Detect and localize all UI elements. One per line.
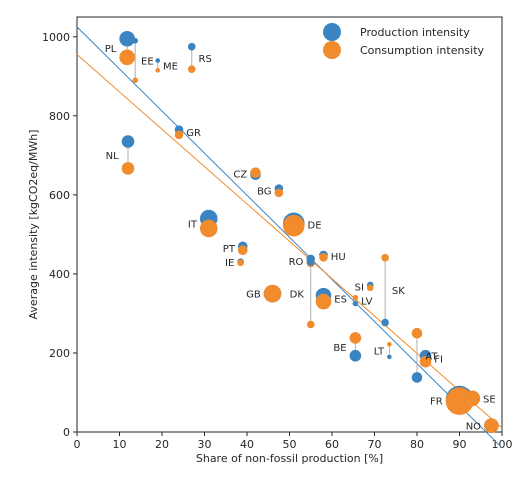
point-consumption-se: [464, 390, 481, 407]
point-consumption-ie: [237, 259, 244, 267]
point-production-sk: [381, 318, 389, 327]
country-label-de: DE: [308, 221, 322, 232]
y-tick-label: 600: [49, 189, 70, 202]
country-label-fr: FR: [430, 396, 443, 407]
x-tick-label: 30: [198, 438, 212, 451]
country-label-ie: IE: [225, 258, 234, 269]
x-tick-label: 60: [325, 438, 339, 451]
country-label-fi: FI: [434, 355, 443, 366]
x-tick-label: 20: [155, 438, 169, 451]
country-label-pl: PL: [105, 44, 117, 55]
point-consumption-no: [484, 418, 499, 433]
country-label-se: SE: [483, 394, 496, 405]
point-consumption-rs: [187, 65, 196, 73]
point-consumption-it: [199, 219, 218, 238]
country-label-pt: PT: [223, 244, 236, 255]
point-consumption-me: [155, 68, 161, 73]
legend-marker-production: [323, 23, 341, 41]
country-label-nl: NL: [106, 151, 119, 162]
point-consumption-es: [315, 293, 332, 310]
y-tick-label: 400: [49, 268, 70, 281]
point-consumption-sk: [381, 253, 389, 262]
country-label-lt: LT: [374, 347, 385, 358]
connector-lines: [126, 38, 460, 402]
country-label-hu: HU: [331, 252, 346, 263]
point-consumption-lt: [387, 341, 392, 347]
country-label-no: NO: [466, 422, 481, 433]
point-production-lv: [352, 300, 359, 307]
country-label-ee: EE: [141, 56, 154, 67]
point-production-me: [155, 58, 161, 63]
point-production-rs: [187, 42, 196, 51]
point-consumption-gb: [263, 284, 282, 303]
point-production-at: [411, 372, 423, 383]
country-label-es: ES: [334, 295, 347, 306]
point-production-lt: [387, 354, 392, 360]
point-consumption-pt: [237, 245, 248, 255]
point-production-be: [349, 349, 362, 362]
country-label-me: ME: [163, 61, 178, 72]
point-production-dk: [306, 258, 315, 266]
country-label-rs: RS: [199, 54, 212, 65]
point-consumption-de: [282, 214, 305, 237]
point-consumption-be: [349, 332, 362, 344]
x-tick-label: 70: [368, 438, 382, 451]
x-tick-label: 50: [283, 438, 297, 451]
country-label-sk: SK: [392, 286, 405, 297]
x-tick-label: 80: [410, 438, 424, 451]
x-axis-ticks: 0 10 20 30 40 50 60 70 80 90 100: [74, 432, 513, 451]
y-tick-label: 0: [63, 426, 70, 439]
x-tick-label: 0: [74, 438, 81, 451]
trendline-production: [76, 26, 503, 449]
country-label-bg: BG: [257, 187, 271, 198]
y-axis-label: Average intensity [kgCO2eq/MWh]: [27, 130, 40, 320]
point-consumption-nl: [121, 162, 135, 175]
point-consumption-si: [366, 284, 374, 292]
country-label-at: AT: [425, 351, 438, 362]
trendline-consumption: [76, 54, 503, 429]
x-tick-label: 90: [453, 438, 467, 451]
y-tick-label: 200: [49, 347, 70, 360]
x-tick-label: 10: [113, 438, 127, 451]
trendlines: [76, 26, 503, 449]
country-label-ro: RO: [289, 257, 304, 268]
point-consumption-hu: [319, 253, 328, 262]
country-labels: PL EE ME RS NL GR CZ BG IT DE PT IE HU RO GB ES DK SK SI LV…: [105, 44, 496, 433]
point-consumption-bg: [274, 188, 284, 198]
legend-marker-consumption: [323, 41, 341, 59]
country-label-dk: DK: [290, 289, 305, 300]
point-consumption-gr: [174, 130, 184, 140]
country-label-gb: GB: [246, 290, 261, 301]
point-consumption-dk: [306, 320, 315, 329]
point-production-ee: [132, 37, 139, 44]
country-label-cz: CZ: [233, 170, 247, 181]
country-label-si: SI: [355, 282, 364, 293]
x-axis-label: Share of non-fossil production [%]: [196, 452, 383, 465]
point-consumption-fi: [419, 355, 432, 368]
country-label-gr: GR: [186, 128, 201, 139]
x-tick-label: 100: [492, 438, 513, 451]
y-axis-ticks: 0 200 400 600 800 1000: [42, 31, 77, 439]
point-production-nl: [121, 135, 135, 148]
legend-label-consumption: Consumption intensity: [360, 44, 485, 57]
country-label-it: IT: [188, 220, 198, 231]
x-tick-label: 40: [240, 438, 254, 451]
point-consumption-ee: [132, 77, 139, 84]
y-tick-label: 800: [49, 110, 70, 123]
legend-label-production: Production intensity: [360, 26, 470, 39]
point-consumption-pl: [119, 49, 135, 66]
y-tick-label: 1000: [42, 31, 70, 44]
country-label-lv: LV: [361, 297, 372, 308]
country-label-be: BE: [333, 343, 346, 354]
legend: Production intensity Consumption intensi…: [323, 23, 485, 59]
data-points: [119, 30, 499, 433]
point-consumption-cz: [250, 167, 261, 179]
point-production-pl: [119, 30, 135, 47]
point-consumption-at: [411, 327, 423, 339]
point-consumption-lv: [352, 294, 359, 301]
